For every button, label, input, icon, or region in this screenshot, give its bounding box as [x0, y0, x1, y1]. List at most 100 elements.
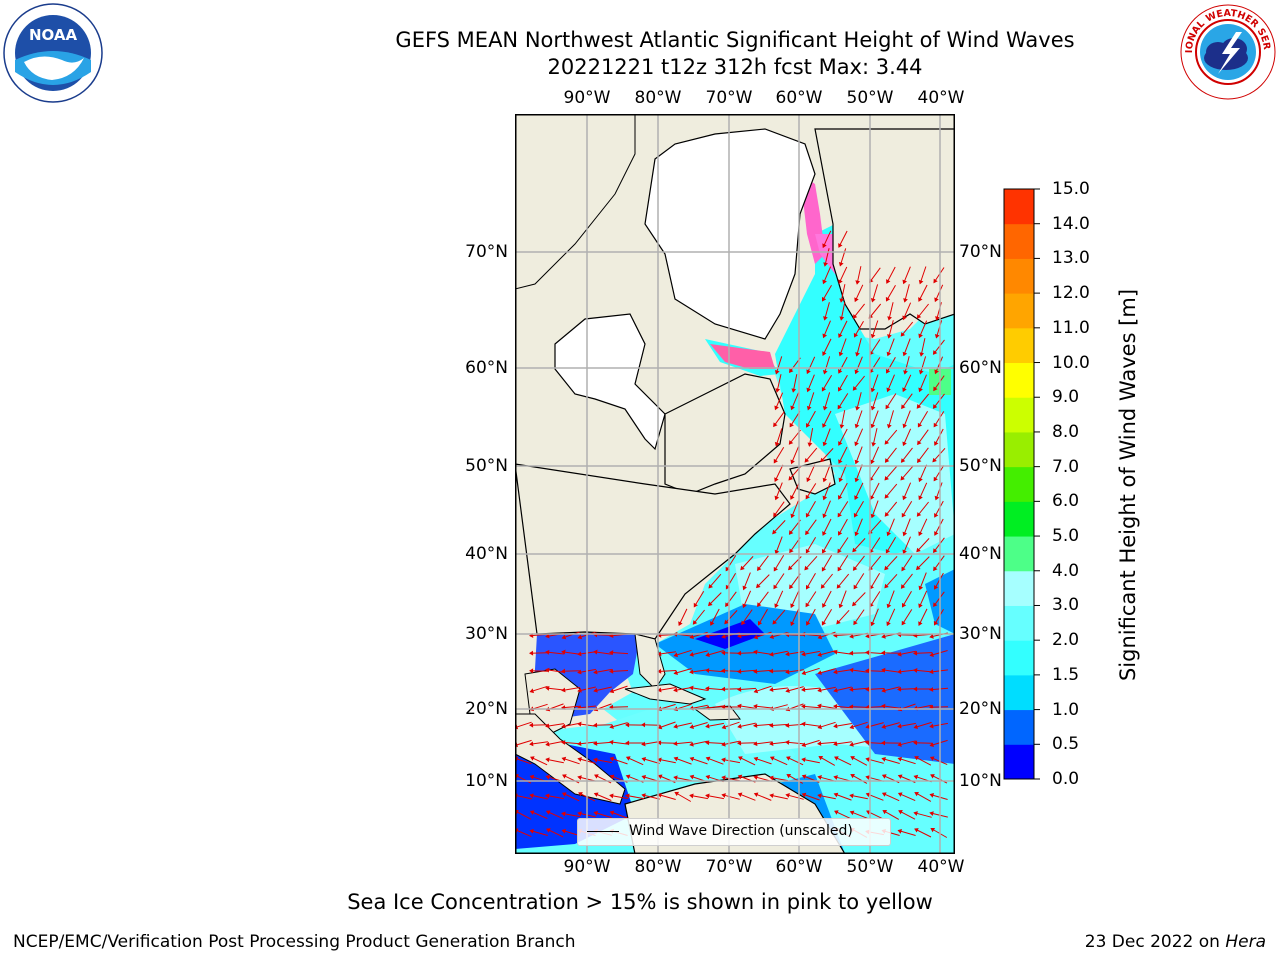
wind-wave-arrowhead: [849, 633, 854, 639]
wind-wave-arrowhead: [593, 792, 599, 797]
wind-wave-arrowhead: [882, 809, 888, 815]
wind-wave-arrowhead: [822, 351, 827, 357]
wind-wave-arrowhead: [673, 723, 678, 729]
wind-wave-arrowhead: [530, 756, 535, 761]
legend-line-sample: [587, 831, 619, 832]
wind-wave-arrowhead: [689, 756, 695, 762]
wind-wave-arrowhead: [885, 296, 891, 302]
wind-wave-arrowhead: [785, 722, 790, 728]
wind-wave-arrowhead: [929, 756, 935, 761]
wind-wave-arrowhead: [773, 512, 778, 518]
wind-wave-arrowhead: [822, 423, 827, 428]
wind-wave-arrowhead: [852, 547, 857, 553]
lat-label-left: 70°N: [465, 242, 508, 262]
wind-wave-arrowhead: [753, 741, 758, 747]
wind-wave-arrowhead: [801, 704, 806, 709]
wind-wave-arrowhead: [641, 722, 646, 728]
colorbar-segment: [1004, 501, 1034, 537]
colorbar-tick-label: 6.0: [1052, 491, 1080, 512]
wind-wave-arrowhead: [865, 792, 871, 798]
wind-wave-arrowhead: [822, 531, 827, 536]
wind-wave-arrowhead: [673, 741, 678, 747]
wind-wave-arrowhead: [757, 566, 762, 571]
wind-wave-arrowhead: [917, 440, 922, 446]
wind-wave-arrowhead: [881, 740, 886, 746]
wind-wave-arrowhead: [657, 651, 662, 657]
wind-wave-arrowhead: [545, 649, 550, 655]
legend-text: Wind Wave Direction (unscaled): [629, 823, 853, 839]
wind-wave-arrowhead: [913, 633, 918, 638]
wind-wave-arrowhead: [773, 584, 778, 590]
wind-wave-arrowhead: [918, 585, 924, 591]
wind-wave-arrowhead: [854, 495, 859, 500]
wind-wave-arrowhead: [918, 495, 923, 501]
wind-wave-arrowhead: [897, 792, 903, 797]
lon-label-bottom: 50°W: [846, 857, 894, 877]
wind-wave-arrowhead: [786, 756, 791, 761]
wind-wave-arrowhead: [545, 741, 550, 747]
wind-wave-arrowhead: [785, 688, 790, 693]
wind-wave-arrowhead: [657, 740, 662, 746]
wind-wave-arrowhead: [774, 477, 779, 482]
wind-wave-arrowhead: [609, 810, 615, 816]
wind-wave-arrowhead: [853, 332, 859, 338]
wind-wave-arrowhead: [593, 722, 598, 728]
chart-title: GEFS MEAN Northwest Atlantic Significant…: [395, 28, 1075, 52]
sea-ice-note: Sea Ice Concentration > 15% is shown in …: [347, 890, 933, 914]
wind-wave-arrowhead: [822, 405, 828, 411]
wind-wave-arrowhead: [785, 651, 790, 657]
wind-wave-arrowhead: [884, 475, 890, 481]
wind-wave-arrowhead: [577, 651, 582, 657]
wind-wave-arrowhead: [918, 279, 924, 285]
lat-label-right: 50°N: [959, 456, 1002, 476]
wind-wave-arrowhead: [850, 756, 855, 761]
credit-right: 23 Dec 2022 on Hera: [1085, 932, 1266, 952]
wind-wave-arrowhead: [805, 602, 810, 608]
wind-wave-arrowhead: [593, 649, 598, 655]
wind-wave-arrowhead: [903, 370, 908, 375]
wind-wave-arrowhead: [529, 828, 534, 834]
wind-wave-arrowhead: [870, 513, 876, 519]
wind-wave-arrowhead: [689, 741, 694, 747]
lon-label-top: 80°W: [634, 88, 682, 108]
wind-wave-arrowhead: [804, 457, 810, 463]
colorbar-tick-label: 9.0: [1052, 387, 1080, 408]
wind-wave-arrowhead: [594, 774, 599, 779]
wind-wave-arrowhead: [817, 703, 822, 709]
wind-wave-arrowhead: [886, 531, 892, 537]
wind-wave-arrowhead: [529, 650, 534, 656]
wind-wave-arrowhead: [918, 531, 923, 537]
wind-wave-arrowhead: [916, 547, 921, 553]
wind-wave-arrow: [933, 591, 945, 607]
colorbar-tick-label: 5.0: [1052, 526, 1080, 547]
wind-wave-arrowhead: [769, 756, 775, 761]
wind-wave-arrowhead: [919, 369, 924, 375]
wind-wave-arrowhead: [545, 633, 550, 639]
wind-wave-arrowhead: [929, 704, 934, 710]
wind-wave-arrowhead: [933, 602, 938, 607]
wind-wave-arrowhead: [865, 757, 870, 762]
nws-logo: NATIONAL WEATHER SERVICE: [1178, 2, 1276, 100]
wind-wave-arrowhead: [914, 828, 919, 833]
wind-wave-arrowhead: [561, 829, 567, 834]
wind-wave-arrowhead: [884, 565, 889, 571]
wind-wave-arrowhead: [913, 667, 918, 673]
wind-wave-arrowhead: [577, 634, 583, 640]
wind-wave-arrowhead: [918, 621, 923, 627]
wind-wave-arrowhead: [913, 686, 918, 692]
wind-wave-arrowhead: [839, 424, 845, 429]
wind-wave-arrowhead: [849, 650, 854, 656]
lon-label-bottom: 40°W: [917, 857, 965, 877]
wind-wave-arrowhead: [791, 388, 797, 393]
wind-wave-arrowhead: [917, 458, 922, 463]
wind-wave-arrowhead: [593, 757, 598, 763]
wind-wave-arrowhead: [881, 650, 886, 656]
colorbar-segment: [1004, 674, 1034, 711]
wind-wave-arrowhead: [855, 280, 861, 285]
wind-wave-arrowhead: [740, 565, 745, 571]
wind-wave-arrowhead: [789, 368, 794, 373]
colorbar-tick-label: 2.0: [1052, 630, 1080, 651]
wind-wave-arrowhead: [834, 810, 839, 815]
colorbar-segment: [1004, 536, 1034, 572]
wind-wave-arrowhead: [822, 333, 828, 339]
